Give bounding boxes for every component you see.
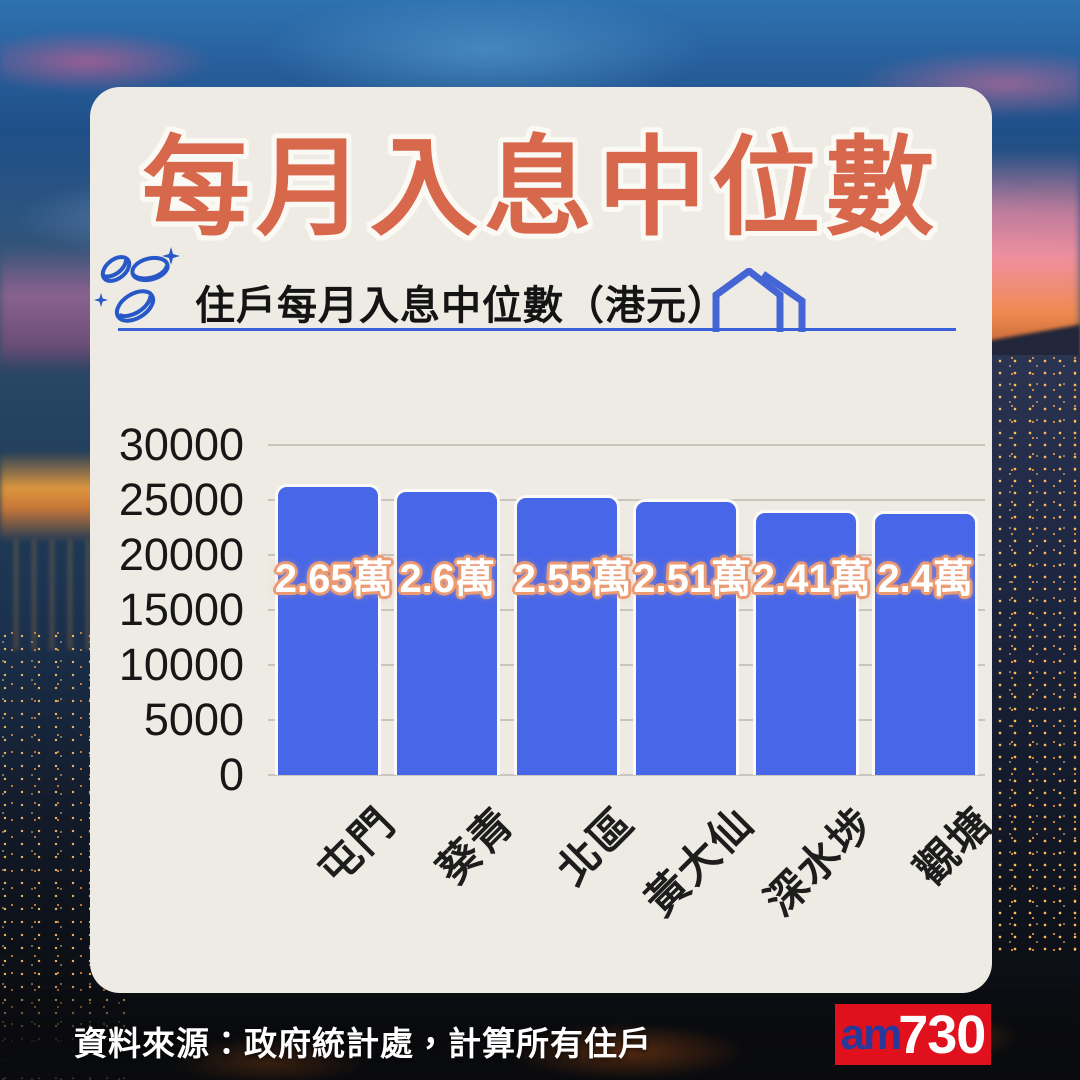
- am730-logo-suffix: 730: [898, 1004, 986, 1065]
- x-tick-label-葵青: 葵青: [428, 798, 524, 894]
- page-title: 每月入息中位數: [141, 127, 940, 248]
- dusk-haze: [0, 245, 100, 370]
- x-tick-label-屯門: 屯門: [308, 798, 405, 894]
- data-source-note: 資料來源：政府統計處，計算所有住戶: [74, 1025, 652, 1062]
- x-tick-label-觀塘: 觀塘: [906, 798, 1002, 894]
- bar-value-label-屯門: 2.65萬: [274, 557, 393, 601]
- chart-subtitle: 住戶每月入息中位數（港元）: [195, 284, 728, 328]
- house-icon: [712, 268, 806, 332]
- gridline-25000: [268, 499, 985, 501]
- subtitle-underline: [118, 328, 956, 331]
- x-tick-label-北區: 北區: [547, 798, 644, 894]
- gridline-10000: [268, 664, 985, 666]
- bar-value-label-觀塘: 2.4萬: [877, 557, 974, 601]
- am730-logo: am 730: [835, 1004, 991, 1065]
- bar-北區: [513, 494, 620, 775]
- y-tick-label-20000: 20000: [118, 529, 244, 580]
- waterfront-lights: [0, 452, 105, 542]
- bar-value-label-葵青: 2.6萬: [399, 557, 496, 601]
- y-tick-label-5000: 5000: [143, 694, 244, 745]
- x-tick-label-黃大仙: 黃大仙: [635, 798, 763, 925]
- am730-logo-prefix: am: [840, 1009, 903, 1059]
- gridline-15000: [268, 609, 985, 611]
- bar-黃大仙: [633, 498, 740, 775]
- y-tick-label-30000: 30000: [118, 419, 244, 470]
- bar-value-label-深水埗: 2.41萬: [752, 557, 871, 601]
- y-tick-label-15000: 15000: [118, 584, 244, 635]
- bar-屯門: [274, 483, 381, 775]
- gridline-30000: [268, 444, 985, 446]
- bar-value-label-北區: 2.55萬: [513, 557, 632, 601]
- plot-area: 0 5000 10000 15000 20000 25000 30000 2.65萬屯門 2.6…: [119, 422, 1002, 925]
- y-tick-label-10000: 10000: [118, 639, 244, 690]
- coins-icon: [94, 247, 180, 323]
- x-tick-label-深水埗: 深水埗: [755, 798, 883, 925]
- city-lights-right: [980, 355, 1080, 955]
- bar-葵青: [394, 489, 501, 775]
- bar-觀塘: [872, 511, 979, 775]
- gridline-5000: [268, 719, 985, 721]
- gridline-0: [268, 774, 985, 776]
- bar-深水埗: [752, 509, 859, 775]
- bar-value-label-黃大仙: 2.51萬: [633, 557, 752, 601]
- y-tick-label-0: 0: [218, 749, 244, 800]
- gridline-20000: [268, 554, 985, 556]
- chart-card: 每月入息中位數 住戶每月入息中位數（港元） 0 5000 10000 15000 200…: [90, 87, 1002, 993]
- y-tick-label-25000: 25000: [118, 474, 244, 525]
